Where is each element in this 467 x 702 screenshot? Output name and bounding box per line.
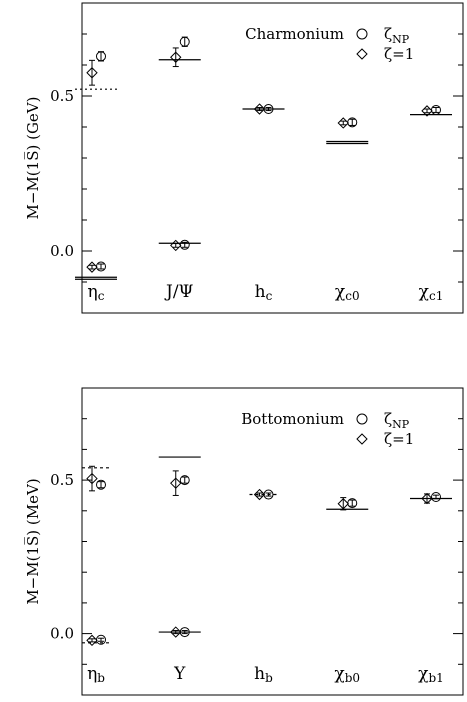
bottomonium-data-point-diamond: [337, 498, 349, 510]
charmonium-legend-label: ζNP: [384, 25, 410, 46]
charmonium-data-point-circle: [96, 51, 106, 62]
bottomonium-data-point-circle: [431, 491, 441, 502]
bottomonium-ytick-label: 0.0: [50, 625, 74, 643]
bottomonium-data-point-circle: [96, 479, 106, 490]
bottomonium-data-point-diamond: [86, 472, 98, 485]
charmonium-ytick-label: 0.5: [50, 87, 74, 105]
bottomonium-category-label: χb0: [334, 664, 360, 685]
bottomonium-data-point-diamond: [86, 634, 98, 647]
bottomonium-legend-label: ζ=1: [384, 430, 414, 448]
charmonium-ytick-label: 0.0: [50, 242, 74, 260]
charmonium-data-point-diamond: [170, 51, 182, 63]
charmonium-category-label: χc1: [419, 282, 444, 303]
bottomonium-y-axis-label: M−M(1S̅) (MeV): [23, 478, 42, 604]
charmonium-data-point-diamond: [253, 103, 266, 115]
bottomonium-data-point-diamond: [253, 488, 266, 501]
charmonium-data-point-diamond: [421, 105, 433, 117]
bottomonium-data-point-circle: [179, 475, 190, 486]
charmonium-category-label: J/Ψ: [164, 282, 194, 302]
bottomonium-data-point-diamond: [170, 626, 182, 638]
bottomonium-data-point-diamond: [170, 477, 182, 489]
charmonium-data-point-diamond: [86, 67, 98, 79]
charmonium-legend-label: ζ=1: [384, 45, 414, 63]
charmonium-legend-circle-marker: [356, 28, 368, 40]
charmonium-category-label: ηc: [88, 282, 105, 303]
charmonium-data-point-circle: [179, 36, 190, 47]
charmonium-y-axis-label: M−M(1S̅) (GeV): [23, 97, 42, 220]
charmonium-data-point-diamond: [337, 117, 349, 129]
bottomonium-data-point-diamond: [421, 492, 433, 505]
bottomonium-legend-circle-marker: [356, 413, 368, 425]
bottomonium-category-label: hb: [254, 664, 273, 685]
charmonium-title: Charmonium: [245, 25, 344, 43]
charmonium-data-point-diamond: [86, 261, 98, 273]
bottomonium-category-label: Υ: [173, 664, 186, 684]
bottomonium-title: Bottomonium: [241, 410, 344, 428]
bottomonium-legend-label: ζNP: [384, 410, 410, 431]
charmonium-category-label: hc: [255, 282, 273, 303]
charmonium-data-point-diamond: [170, 239, 182, 252]
bottomonium-legend-diamond-marker: [356, 433, 368, 445]
charmonium-legend-diamond-marker: [356, 48, 368, 60]
charmonium-category-label: χc0: [335, 282, 360, 303]
bottomonium-category-label: χb1: [418, 664, 444, 685]
bottomonium-ytick-label: 0.5: [50, 471, 74, 489]
bottomonium-category-label: ηb: [87, 664, 105, 685]
